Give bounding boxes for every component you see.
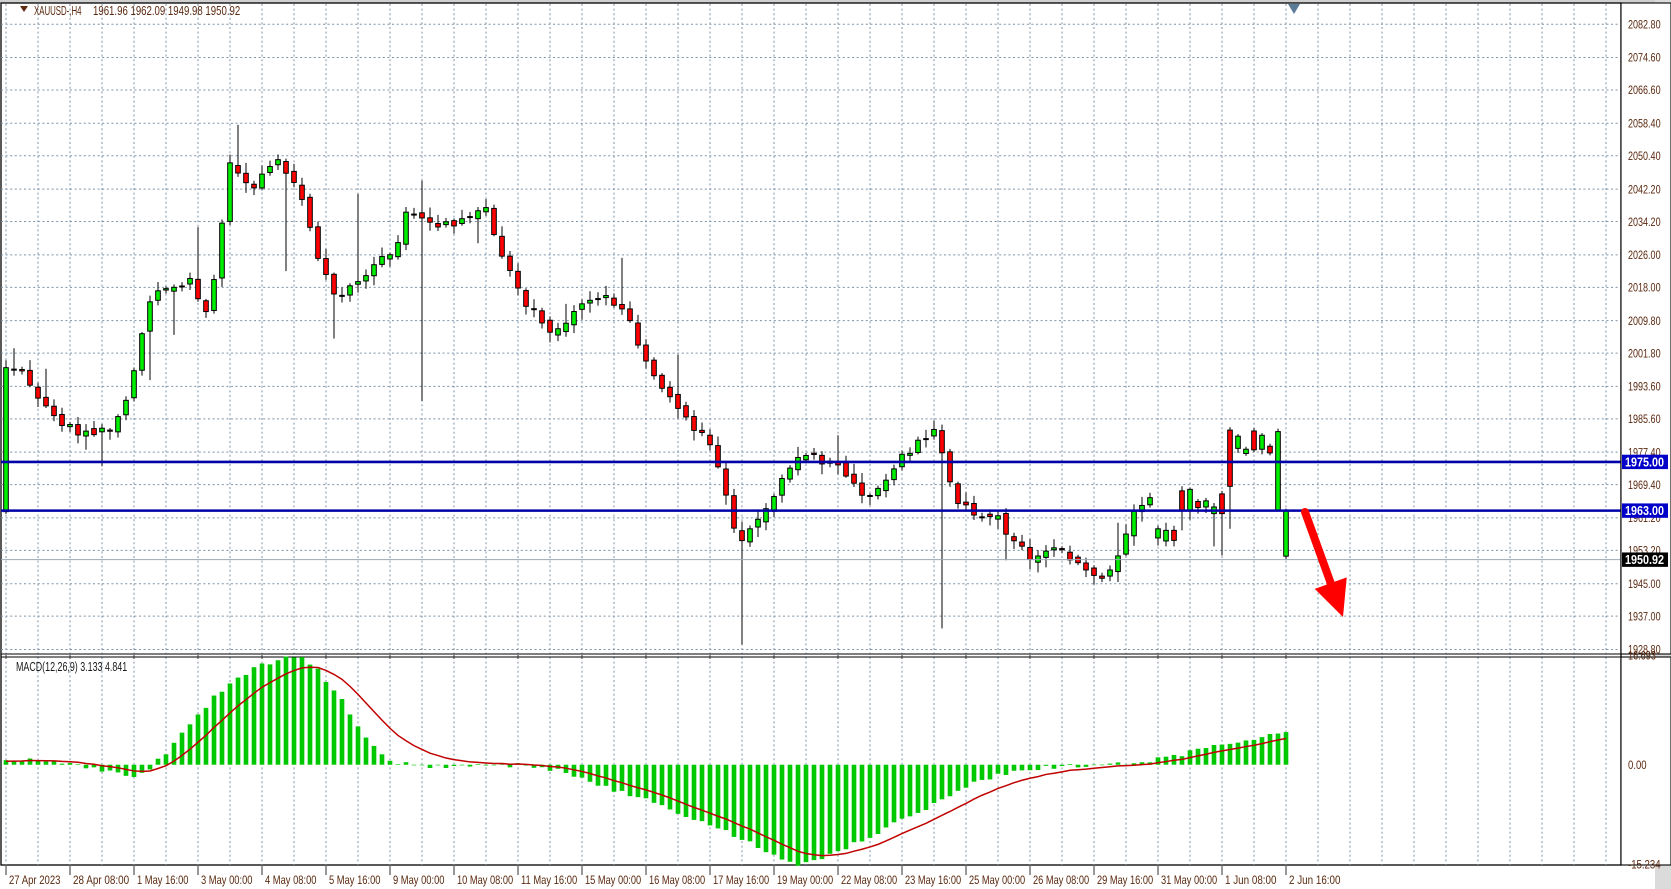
svg-text:11 May 16:00: 11 May 16:00 [521,873,577,887]
svg-text:19 May 00:00: 19 May 00:00 [777,873,833,887]
svg-text:25 May 00:00: 25 May 00:00 [969,873,1025,887]
svg-text:2058.40: 2058.40 [1628,117,1661,131]
svg-text:3 May 00:00: 3 May 00:00 [201,873,253,887]
svg-text:1963.00: 1963.00 [1625,504,1664,518]
svg-text:2050.40: 2050.40 [1628,149,1661,163]
svg-text:2074.60: 2074.60 [1628,51,1661,65]
svg-text:1969.40: 1969.40 [1628,478,1661,492]
svg-text:MACD(12,26,9) 3.133 4.841: MACD(12,26,9) 3.133 4.841 [16,660,127,674]
svg-text:2082.80: 2082.80 [1628,17,1661,31]
svg-text:1 Jun 08:00: 1 Jun 08:00 [1225,873,1277,887]
svg-text:26 May 08:00: 26 May 08:00 [1033,873,1089,887]
svg-text:22 May 08:00: 22 May 08:00 [841,873,897,887]
svg-text:1975.00: 1975.00 [1625,455,1664,469]
svg-text:10 May 08:00: 10 May 08:00 [457,873,513,887]
svg-text:XAUUSD-,H4: XAUUSD-,H4 [34,4,82,18]
svg-text:2066.60: 2066.60 [1628,83,1661,97]
svg-text:1985.60: 1985.60 [1628,412,1661,426]
svg-text:9 May 00:00: 9 May 00:00 [393,873,445,887]
svg-text:17 May 16:00: 17 May 16:00 [713,873,769,887]
svg-text:1961.96 1962.09 1949.98 1950.9: 1961.96 1962.09 1949.98 1950.92 [93,4,240,18]
svg-text:0.00: 0.00 [1628,758,1647,772]
svg-text:16 May 08:00: 16 May 08:00 [649,873,705,887]
svg-text:1950.92: 1950.92 [1625,553,1664,567]
svg-text:1945.00: 1945.00 [1628,577,1661,591]
svg-text:16.693: 16.693 [1628,649,1656,663]
svg-text:29 May 16:00: 29 May 16:00 [1097,873,1153,887]
svg-text:-15.234: -15.234 [1628,858,1661,872]
svg-text:2 Jun 16:00: 2 Jun 16:00 [1289,873,1341,887]
svg-text:2001.80: 2001.80 [1628,346,1661,360]
svg-text:1 May 16:00: 1 May 16:00 [137,873,189,887]
svg-text:2034.20: 2034.20 [1628,215,1661,229]
svg-text:2018.00: 2018.00 [1628,281,1661,295]
svg-text:4 May 08:00: 4 May 08:00 [265,873,317,887]
svg-text:2026.00: 2026.00 [1628,248,1661,262]
svg-text:1993.60: 1993.60 [1628,380,1661,394]
svg-text:1937.00: 1937.00 [1628,609,1661,623]
svg-text:31 May 00:00: 31 May 00:00 [1161,873,1217,887]
svg-text:15 May 00:00: 15 May 00:00 [585,873,641,887]
svg-text:23 May 16:00: 23 May 16:00 [905,873,961,887]
svg-text:2042.20: 2042.20 [1628,182,1661,196]
svg-text:2009.80: 2009.80 [1628,314,1661,328]
svg-text:28 Apr 08:00: 28 Apr 08:00 [73,873,129,887]
svg-text:27 Apr 2023: 27 Apr 2023 [9,873,61,887]
svg-text:5 May 16:00: 5 May 16:00 [329,873,381,887]
